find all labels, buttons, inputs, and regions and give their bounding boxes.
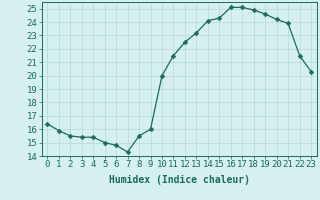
X-axis label: Humidex (Indice chaleur): Humidex (Indice chaleur) (109, 175, 250, 185)
